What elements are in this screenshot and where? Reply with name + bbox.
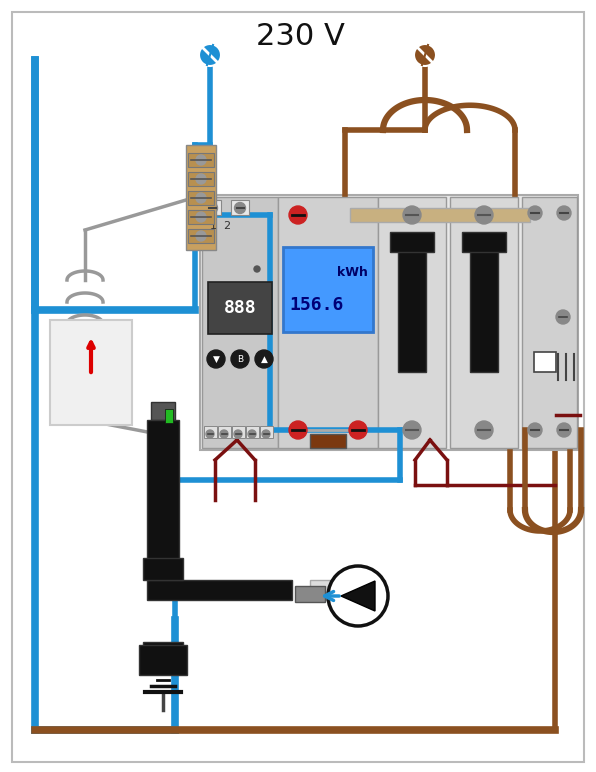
Circle shape <box>289 421 307 439</box>
Circle shape <box>556 310 570 324</box>
Circle shape <box>248 430 256 438</box>
Circle shape <box>234 202 246 214</box>
Bar <box>188 153 214 167</box>
Circle shape <box>328 566 388 626</box>
Bar <box>260 426 273 438</box>
Text: 156.6: 156.6 <box>289 296 343 314</box>
Circle shape <box>403 206 421 224</box>
Bar <box>204 426 217 438</box>
Bar <box>147 420 179 560</box>
Text: B: B <box>237 354 243 364</box>
Bar <box>522 197 577 448</box>
Circle shape <box>207 350 225 368</box>
Bar <box>310 434 346 448</box>
Bar <box>202 197 278 448</box>
Bar <box>533 352 555 372</box>
Bar <box>188 210 214 224</box>
Circle shape <box>196 231 206 241</box>
Bar <box>151 402 175 420</box>
Circle shape <box>475 206 493 224</box>
Circle shape <box>196 212 206 222</box>
Circle shape <box>255 350 273 368</box>
Bar <box>295 586 325 602</box>
Circle shape <box>199 44 221 66</box>
Bar <box>165 409 173 423</box>
Bar <box>283 247 373 332</box>
Bar <box>310 580 385 600</box>
Bar <box>186 145 216 250</box>
Bar <box>470 242 498 372</box>
Polygon shape <box>341 581 375 611</box>
Circle shape <box>196 193 206 203</box>
Bar <box>208 282 272 334</box>
Text: 888: 888 <box>224 299 256 317</box>
Circle shape <box>206 202 218 214</box>
Circle shape <box>528 206 542 220</box>
Circle shape <box>196 155 206 165</box>
Circle shape <box>557 206 571 220</box>
Circle shape <box>254 266 260 272</box>
Text: 230 V: 230 V <box>256 22 344 51</box>
Circle shape <box>220 430 228 438</box>
Bar <box>278 197 378 448</box>
Bar <box>147 580 292 600</box>
Circle shape <box>262 430 270 438</box>
Circle shape <box>196 174 206 184</box>
Bar <box>232 426 245 438</box>
Bar <box>246 426 259 438</box>
Circle shape <box>234 430 242 438</box>
Bar <box>188 191 214 205</box>
Bar <box>203 200 221 215</box>
Bar <box>139 645 187 675</box>
Text: kWh: kWh <box>337 266 368 279</box>
Circle shape <box>414 44 436 66</box>
Text: ▼: ▼ <box>213 354 219 364</box>
Circle shape <box>349 421 367 439</box>
Circle shape <box>475 421 493 439</box>
Bar <box>450 197 518 448</box>
Circle shape <box>289 206 307 224</box>
Bar <box>350 208 530 222</box>
Circle shape <box>528 423 542 437</box>
Bar <box>188 229 214 243</box>
Bar <box>390 232 434 252</box>
Bar <box>462 232 506 252</box>
Bar <box>50 320 132 425</box>
Bar <box>398 242 426 372</box>
Bar <box>143 642 183 660</box>
Circle shape <box>231 350 249 368</box>
Circle shape <box>557 423 571 437</box>
Bar <box>378 197 446 448</box>
Bar <box>200 195 578 450</box>
Text: ▲: ▲ <box>260 354 268 364</box>
Text: 1  2: 1 2 <box>210 221 231 231</box>
Bar <box>231 200 249 215</box>
Bar <box>218 426 231 438</box>
Bar <box>188 172 214 186</box>
Circle shape <box>403 421 421 439</box>
Circle shape <box>206 430 214 438</box>
Bar <box>143 558 183 580</box>
